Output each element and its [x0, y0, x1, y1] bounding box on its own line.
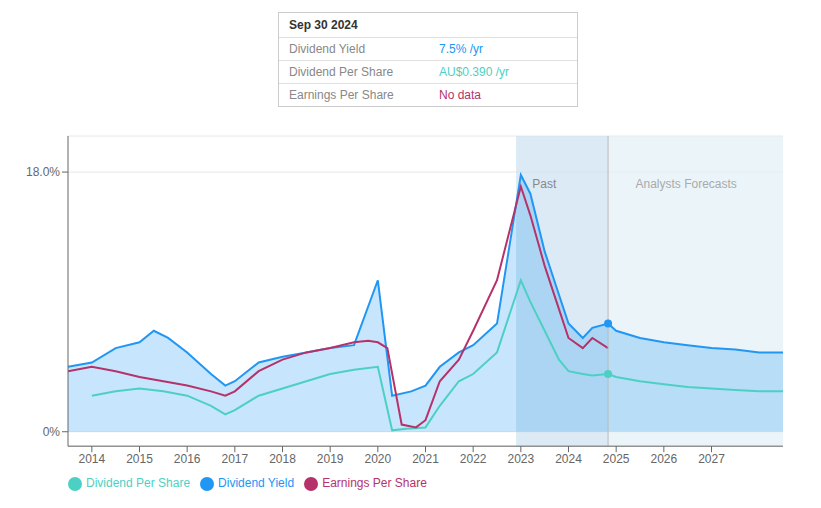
svg-text:2022: 2022: [460, 452, 487, 466]
svg-text:2024: 2024: [555, 452, 582, 466]
svg-text:2023: 2023: [507, 452, 534, 466]
svg-text:2019: 2019: [317, 452, 344, 466]
svg-text:2027: 2027: [698, 452, 725, 466]
svg-text:2017: 2017: [221, 452, 248, 466]
svg-text:2021: 2021: [412, 452, 439, 466]
html-text:Dividend Yield: Dividend Yield: [289, 42, 366, 56]
svg-text:18.0%: 18.0%: [26, 165, 60, 179]
svg-text:2018: 2018: [269, 452, 296, 466]
svg-text:0%: 0%: [43, 425, 61, 439]
svg-text:2014: 2014: [78, 452, 105, 466]
svg-text:2025: 2025: [603, 452, 630, 466]
html-text:Dividend Yield: Dividend Yield: [218, 476, 295, 491]
svg-text:Analysts Forecasts: Analysts Forecasts: [635, 177, 736, 191]
html-text:Earnings Per Share: Earnings Per Share: [322, 476, 427, 491]
svg-text:Past: Past: [532, 177, 557, 191]
html-text:Dividend Per Share: Dividend Per Share: [86, 476, 191, 491]
html-text:Earnings Per Share: Earnings Per Share: [289, 88, 394, 102]
html-text:Dividend Per Share: Dividend Per Share: [289, 65, 394, 79]
svg-text:2020: 2020: [364, 452, 391, 466]
html-text:No data: No data: [439, 88, 481, 102]
html-text:AU$0.390 /yr: AU$0.390 /yr: [439, 65, 509, 79]
html-text:Sep 30 2024: Sep 30 2024: [289, 18, 358, 32]
svg-text:2015: 2015: [126, 452, 153, 466]
html-text:7.5% /yr: 7.5% /yr: [439, 42, 483, 56]
svg-text:2016: 2016: [174, 452, 201, 466]
svg-text:2026: 2026: [650, 452, 677, 466]
